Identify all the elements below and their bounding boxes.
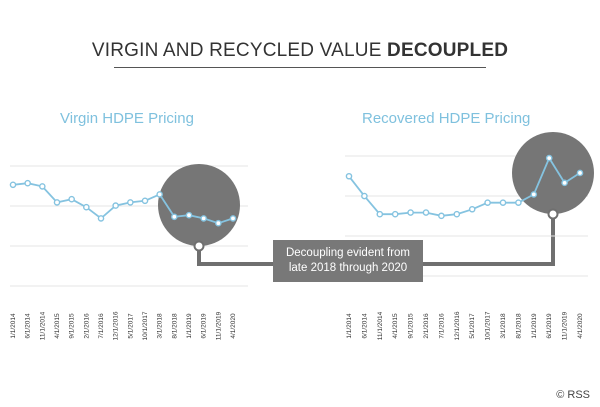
data-point	[422, 209, 430, 216]
x-tick-label: 2/1/2016	[423, 313, 430, 339]
title-underline	[114, 67, 486, 68]
data-point	[515, 199, 522, 206]
data-point	[229, 215, 237, 222]
data-point	[200, 215, 207, 222]
recovered-hdpe-chart: 1/1/2014 6/1/2014 11/1/2014 4/1/2015 9/1/201…	[345, 132, 594, 340]
x-tick-label: 1/1/2014	[10, 313, 17, 339]
x-tick-label: 1/1/2019	[531, 313, 538, 339]
x-tick-label: 4/1/2020	[230, 313, 237, 339]
data-point	[499, 199, 507, 206]
virgin-hdpe-chart: 1/1/2014 6/1/2014 11/1/2014 4/1/2015 9/1/201…	[9, 164, 248, 340]
x-tick-label: 8/1/2018	[515, 313, 522, 339]
x-tick-label: 1/1/2014	[346, 313, 353, 339]
data-point	[127, 199, 134, 206]
callout-line-2: late 2018 through 2020	[288, 262, 408, 274]
x-tick-label: 11/1/2014	[39, 311, 46, 340]
data-point	[53, 199, 61, 206]
copyright-label: © RSS	[556, 389, 590, 401]
data-point	[68, 195, 75, 203]
data-point	[361, 192, 368, 200]
x-tick-label: 6/1/2014	[25, 313, 32, 339]
callout-line-1: Decoupling evident from	[285, 247, 410, 259]
x-tick-label: 5/1/2017	[127, 313, 134, 339]
data-point	[185, 211, 193, 219]
data-point	[345, 172, 353, 180]
data-point	[545, 154, 553, 162]
data-point	[438, 212, 445, 220]
x-tick-label: 3/1/2018	[157, 313, 164, 339]
x-tick-label: 10/1/2017	[142, 311, 149, 340]
virgin-chart-title: Virgin HDPE Pricing	[60, 110, 194, 127]
data-point	[9, 181, 17, 189]
data-point	[24, 179, 31, 187]
x-tick-label: 3/1/2018	[500, 313, 507, 339]
highlight-anchor	[193, 240, 205, 252]
data-point	[391, 210, 399, 218]
data-point	[453, 210, 461, 218]
data-point	[171, 213, 178, 221]
data-point	[112, 202, 119, 209]
data-point	[407, 209, 414, 216]
x-tick-label: 4/1/2015	[54, 313, 61, 339]
x-tick-label: 4/1/2015	[392, 313, 399, 339]
data-point	[215, 219, 222, 227]
x-tick-label: 6/1/2019	[546, 313, 553, 339]
main-title-bold: DECOUPLED	[387, 40, 509, 61]
x-tick-label: 7/1/2016	[438, 313, 445, 339]
data-point	[530, 191, 538, 198]
series-line	[12, 182, 234, 225]
x-tick-label: 12/1/2016	[454, 311, 461, 340]
x-tick-label: 11/1/2019	[562, 311, 569, 340]
x-tick-label: 2/1/2016	[83, 313, 90, 339]
x-tick-label: 1/1/2019	[186, 313, 193, 339]
x-tick-label: 9/1/2015	[408, 313, 415, 339]
data-point	[576, 169, 584, 177]
decoupling-callout: Decoupling evident from late 2018 throug…	[273, 240, 423, 282]
x-tick-label: 9/1/2015	[69, 313, 76, 339]
x-tick-label: 12/1/2016	[113, 311, 120, 340]
recovered-chart-title: Recovered HDPE Pricing	[362, 110, 531, 127]
connector-layer	[197, 212, 555, 266]
x-tick-label: 6/1/2014	[361, 313, 368, 339]
x-tick-label: 7/1/2016	[98, 313, 105, 339]
x-tick-label: 6/1/2019	[201, 313, 208, 339]
main-title-prefix: VIRGIN AND RECYCLED VALUE	[91, 40, 388, 61]
data-point	[484, 199, 491, 206]
x-tick-label: 11/1/2014	[377, 311, 384, 340]
data-point	[83, 203, 90, 211]
main-title: VIRGIN AND RECYCLED VALUE DECOUPLED	[0, 40, 600, 62]
data-point	[39, 183, 46, 190]
x-tick-label: 10/1/2017	[485, 311, 492, 340]
connector-left	[197, 246, 273, 266]
highlight-anchor	[547, 208, 559, 220]
data-point	[156, 191, 163, 198]
connector-right	[423, 212, 555, 266]
data-point	[561, 179, 568, 187]
highlight-circle	[158, 164, 240, 246]
x-tick-label: 4/1/2020	[577, 313, 584, 339]
x-tick-label: 8/1/2018	[171, 313, 178, 339]
x-tick-label: 11/1/2019	[215, 311, 222, 340]
series-line	[348, 156, 581, 217]
data-point	[97, 215, 105, 222]
data-point	[141, 197, 149, 205]
data-point	[468, 205, 476, 213]
x-tick-label: 5/1/2017	[469, 313, 476, 339]
data-point	[376, 210, 384, 218]
